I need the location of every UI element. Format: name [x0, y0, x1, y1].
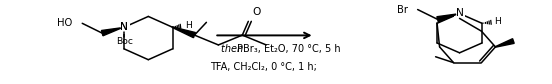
Polygon shape — [437, 14, 455, 22]
Polygon shape — [102, 28, 120, 36]
Text: then: then — [221, 44, 246, 54]
Text: Boc: Boc — [115, 37, 132, 46]
Text: O: O — [252, 7, 261, 17]
Text: N: N — [455, 8, 464, 18]
Text: HO: HO — [57, 18, 72, 28]
Polygon shape — [495, 39, 514, 47]
Polygon shape — [172, 27, 195, 38]
Text: H: H — [495, 17, 501, 26]
Text: N: N — [120, 22, 128, 32]
Text: PBr₃, Et₂O, 70 °C, 5 h: PBr₃, Et₂O, 70 °C, 5 h — [237, 44, 341, 54]
Text: H: H — [185, 21, 192, 30]
Text: TFA, CH₂Cl₂, 0 °C, 1 h;: TFA, CH₂Cl₂, 0 °C, 1 h; — [210, 62, 317, 72]
Text: Br: Br — [397, 5, 408, 15]
Text: N: N — [120, 22, 128, 32]
